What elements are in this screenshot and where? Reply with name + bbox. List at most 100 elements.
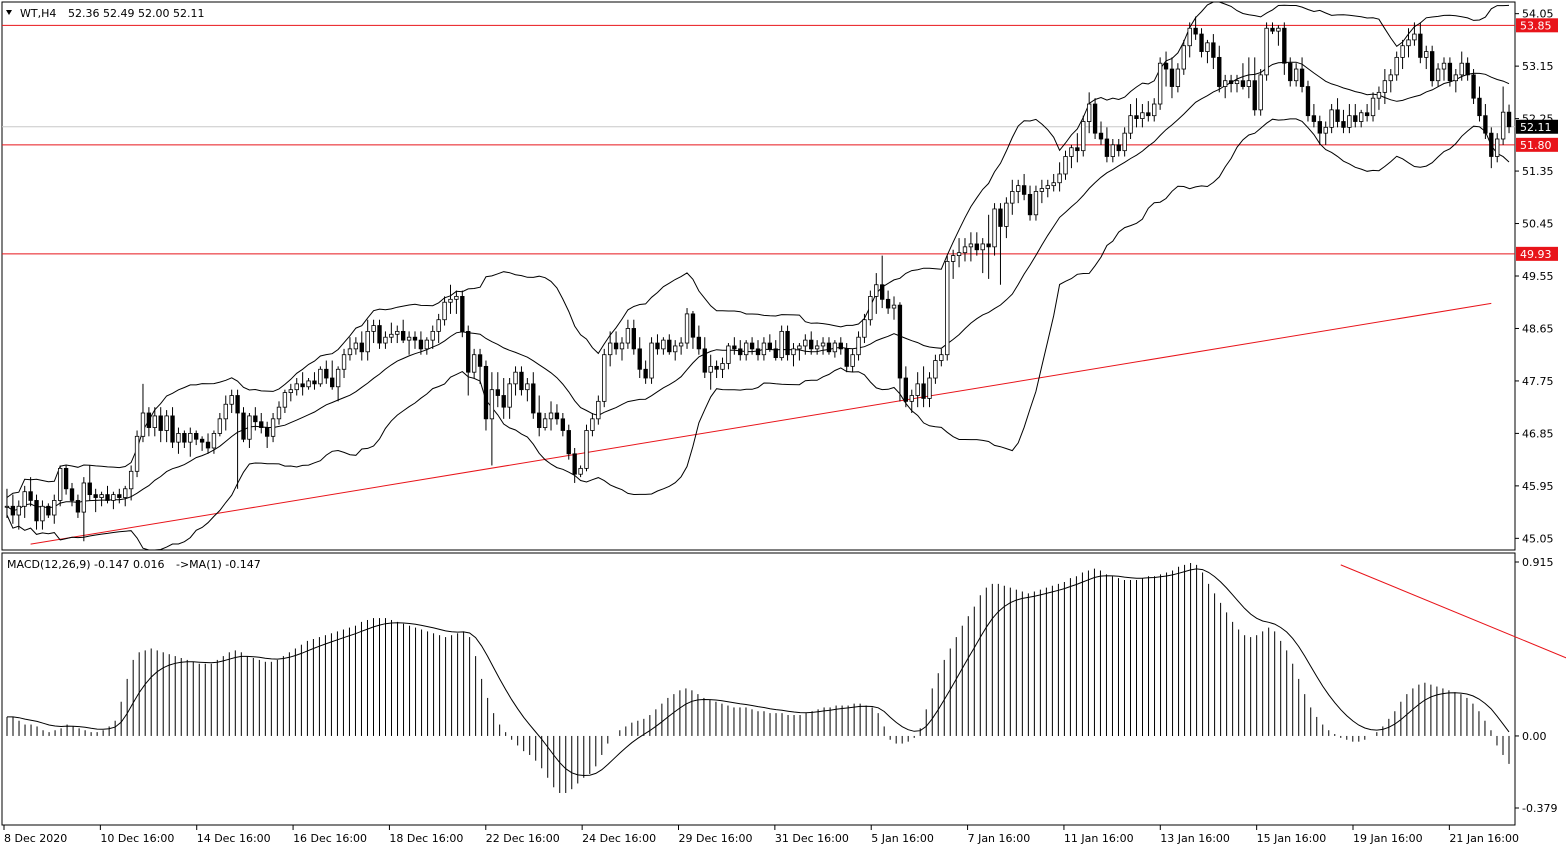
candle[interactable] [885, 290, 891, 314]
candle[interactable] [1098, 121, 1104, 145]
candle[interactable] [401, 319, 406, 344]
candle[interactable] [803, 334, 808, 355]
candle[interactable] [856, 331, 861, 361]
candle[interactable] [1483, 104, 1488, 139]
candle[interactable] [1187, 22, 1192, 58]
candle[interactable] [264, 421, 270, 448]
candle[interactable] [631, 319, 636, 355]
candle[interactable] [341, 348, 347, 379]
candle[interactable] [708, 354, 713, 390]
candle[interactable] [335, 366, 341, 402]
candle[interactable] [956, 238, 962, 268]
candle[interactable] [992, 203, 997, 256]
candle[interactable] [1495, 133, 1500, 163]
candle[interactable] [1489, 127, 1494, 169]
candle[interactable] [395, 325, 400, 344]
candle[interactable] [1205, 39, 1210, 64]
candle[interactable] [1282, 22, 1287, 75]
candle[interactable] [495, 372, 500, 408]
candle[interactable] [1086, 92, 1092, 134]
candle[interactable] [223, 395, 228, 431]
candle[interactable] [105, 485, 110, 504]
candle[interactable] [211, 430, 217, 454]
candle[interactable] [554, 404, 560, 425]
candle[interactable] [1353, 104, 1358, 128]
candle[interactable] [253, 407, 258, 431]
candle[interactable] [560, 413, 566, 437]
candle[interactable] [826, 337, 832, 355]
candle[interactable] [637, 337, 642, 379]
candle[interactable] [270, 413, 276, 443]
candle[interactable] [1016, 179, 1021, 204]
candle[interactable] [471, 348, 477, 379]
candle[interactable] [809, 331, 814, 355]
candle[interactable] [383, 331, 388, 349]
candle[interactable] [1211, 34, 1216, 70]
candle[interactable] [1400, 39, 1405, 70]
candle[interactable] [389, 322, 394, 344]
candle[interactable] [1299, 57, 1305, 93]
candle[interactable] [643, 360, 648, 384]
candle[interactable] [489, 372, 495, 466]
candle[interactable] [28, 477, 33, 507]
candle[interactable] [158, 407, 163, 443]
candle[interactable] [590, 413, 595, 437]
candle[interactable] [667, 334, 672, 355]
candle[interactable] [1234, 74, 1240, 93]
candle[interactable] [442, 296, 447, 326]
candle[interactable] [1075, 133, 1080, 163]
candle[interactable] [921, 366, 926, 408]
candle[interactable] [128, 465, 134, 501]
candle[interactable] [1175, 63, 1181, 93]
candle[interactable] [1323, 121, 1328, 145]
candle[interactable] [424, 337, 430, 355]
candle[interactable] [1122, 127, 1127, 157]
candle[interactable] [282, 389, 288, 413]
candle[interactable] [1128, 104, 1133, 139]
candle[interactable] [40, 500, 45, 530]
candle[interactable] [1223, 74, 1228, 99]
candle[interactable] [655, 334, 660, 355]
candle[interactable] [63, 465, 69, 495]
candle[interactable] [1276, 25, 1281, 46]
candle[interactable] [767, 334, 773, 352]
candle[interactable] [1110, 139, 1115, 163]
candle[interactable] [673, 340, 678, 361]
candle[interactable] [785, 325, 790, 361]
candle[interactable] [460, 290, 465, 338]
candle[interactable] [998, 203, 1003, 285]
candle[interactable] [188, 427, 193, 457]
candle[interactable] [625, 319, 631, 349]
candle[interactable] [939, 348, 944, 367]
candle[interactable] [1441, 57, 1447, 81]
candle[interactable] [294, 378, 299, 396]
candle[interactable] [1169, 57, 1175, 99]
candle[interactable] [1039, 179, 1045, 204]
candle[interactable] [123, 485, 128, 507]
candle[interactable] [448, 284, 453, 314]
candle[interactable] [974, 232, 979, 256]
candle[interactable] [513, 366, 518, 396]
candle[interactable] [99, 491, 104, 507]
candle[interactable] [1163, 51, 1169, 87]
candle[interactable] [820, 337, 826, 355]
candle[interactable] [1152, 98, 1157, 122]
candle[interactable] [16, 500, 21, 530]
candle[interactable] [359, 331, 364, 361]
candle[interactable] [1021, 173, 1027, 201]
candle[interactable] [909, 389, 914, 413]
candle[interactable] [797, 343, 802, 361]
candle[interactable] [176, 427, 181, 454]
candle[interactable] [436, 313, 441, 344]
candle[interactable] [1181, 39, 1186, 75]
candle[interactable] [743, 340, 749, 361]
candle[interactable] [1246, 57, 1252, 99]
candle[interactable] [1471, 69, 1476, 105]
candle[interactable] [572, 447, 577, 483]
candle[interactable] [661, 337, 666, 355]
candle[interactable] [58, 465, 63, 507]
candle[interactable] [1424, 45, 1429, 70]
candle[interactable] [146, 407, 152, 437]
candle[interactable] [779, 325, 784, 361]
candle[interactable] [850, 348, 855, 373]
